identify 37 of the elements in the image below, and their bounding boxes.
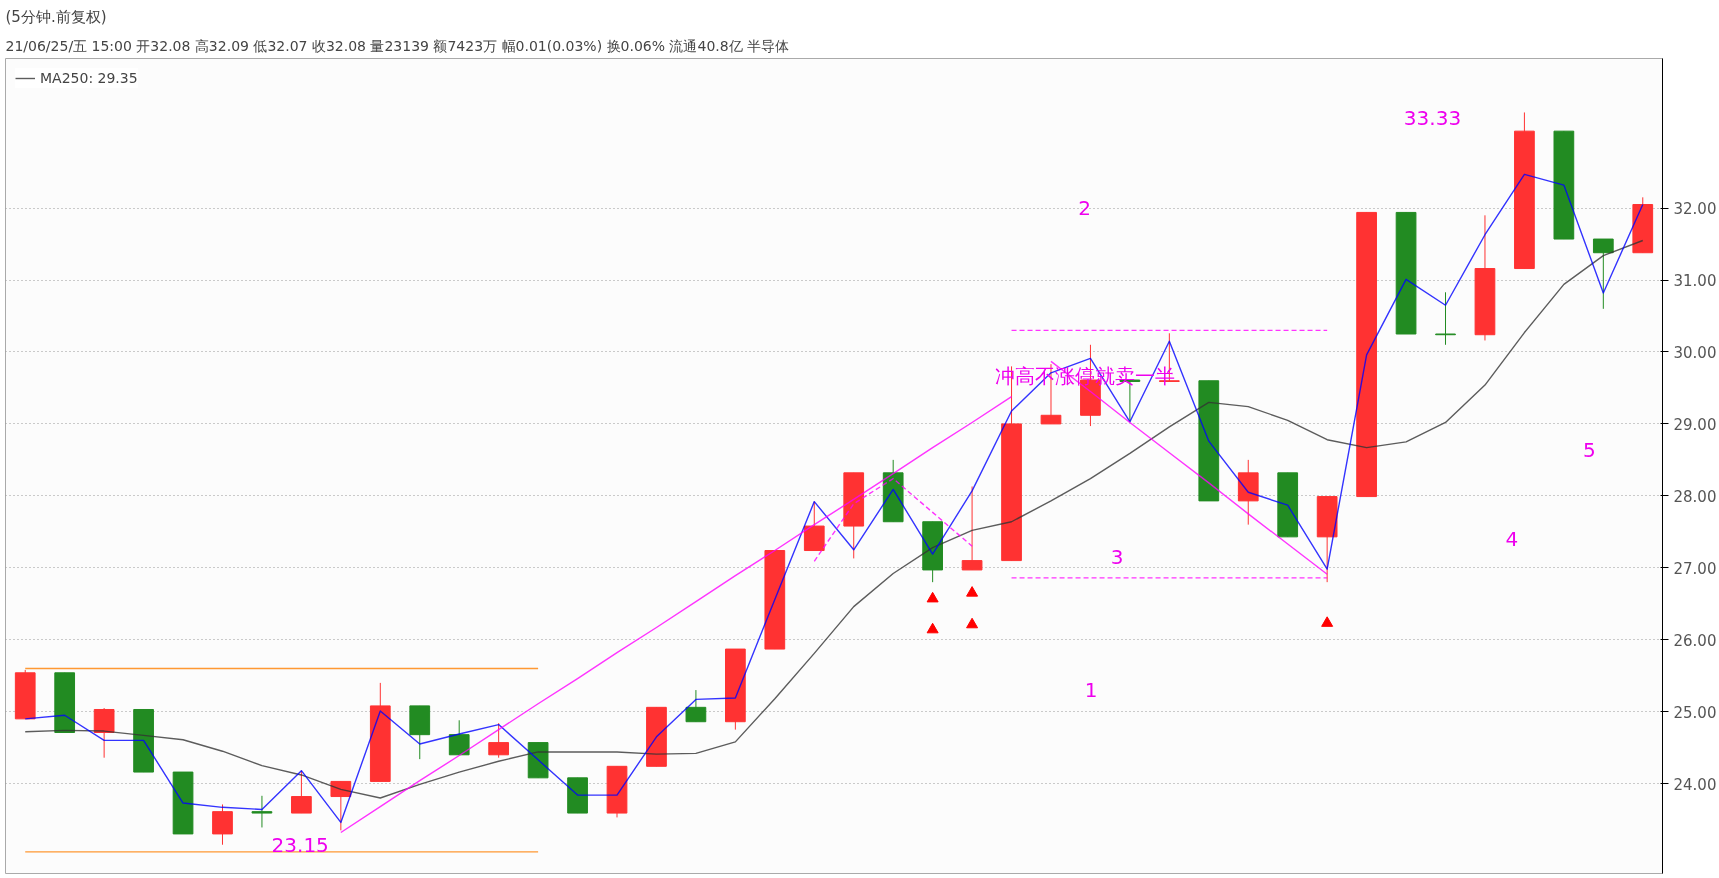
point [926, 591, 939, 603]
candlestick [448, 719, 470, 756]
candlestick [685, 689, 707, 723]
annotation: 4 [1505, 527, 1519, 552]
line-series [340, 395, 1013, 834]
y-tick-label: 29.00 [1673, 415, 1717, 434]
candlestick [488, 722, 510, 759]
chart-title: (5分钟.前复权) [5, 7, 107, 26]
y-tick-label: 27.00 [1673, 559, 1717, 578]
annotation: 3 [1110, 545, 1124, 570]
candlestick [251, 795, 273, 828]
candlestick [291, 770, 312, 814]
y-tick-label: 31.00 [1673, 272, 1717, 291]
annotation: 1 [1084, 678, 1098, 703]
annotation: 23.15 [271, 832, 329, 857]
y-tick-label: 32.00 [1673, 200, 1717, 219]
point [966, 617, 979, 629]
line-series [813, 477, 973, 563]
candlestick [212, 803, 233, 846]
chart-subtitle: 21/06/25/五 15:00 开32.08 高32.09 低32.07 收32.08 量23139 额7423万 幅0.01(0.03%) 换0.06% 流通40.8亿 半导体 [5, 37, 790, 54]
point [1321, 616, 1334, 627]
candlestick [330, 780, 352, 831]
y-tick-label: 28.00 [1673, 487, 1717, 506]
y-tick-label: 30.00 [1673, 343, 1717, 362]
annotation: 2 [1078, 196, 1092, 221]
annotation: 5 [1583, 437, 1596, 462]
annotation: 33.33 [1403, 106, 1462, 130]
candlestick [93, 707, 115, 759]
candlestick [1592, 238, 1614, 310]
point [926, 622, 939, 634]
point [966, 586, 979, 597]
candlestick [1435, 291, 1456, 346]
y-tick-label: 24.00 [1673, 775, 1717, 794]
candlestick [961, 486, 983, 571]
legend-label: MA250: 29.35 [40, 70, 138, 86]
y-tick-label: 26.00 [1673, 631, 1717, 650]
y-tick-label: 25.00 [1673, 703, 1717, 722]
